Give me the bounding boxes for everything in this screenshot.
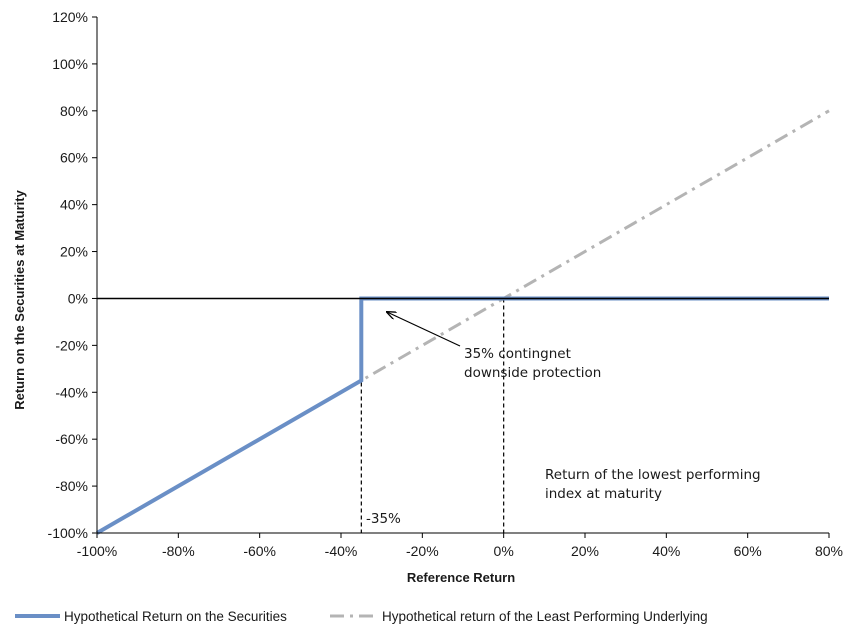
x-tick-label: 80% xyxy=(815,543,843,559)
annotation-protection-line-1: 35% contingnet xyxy=(464,346,571,362)
x-tick-label: 0% xyxy=(494,543,514,559)
annotation-lowest-line-2: index at maturity xyxy=(545,486,662,502)
y-tick-label: 40% xyxy=(60,197,88,213)
legend-label-securities: Hypothetical Return on the Securities xyxy=(64,609,287,624)
y-tick-label: -20% xyxy=(55,337,88,353)
y-tick-label: -100% xyxy=(48,525,88,541)
y-axis-title: Return on the Securities at Maturity xyxy=(12,189,27,409)
y-tick-label: 0% xyxy=(68,290,88,306)
x-tick-label: 60% xyxy=(734,543,762,559)
x-tick-label: 40% xyxy=(652,543,680,559)
x-tick-label: -20% xyxy=(406,543,439,559)
x-tick-label: -40% xyxy=(325,543,358,559)
y-tick-label: 20% xyxy=(60,244,88,260)
x-tick-label: -100% xyxy=(77,543,117,559)
series-line-0 xyxy=(97,299,829,534)
y-tick-label: 120% xyxy=(52,9,88,25)
y-tick-label: 80% xyxy=(60,103,88,119)
legend: Hypothetical Return on the Securities Hy… xyxy=(15,609,708,624)
x-tick-label: -60% xyxy=(243,543,276,559)
x-axis-title: Reference Return xyxy=(407,570,515,585)
annotation-lowest-performing: Return of the lowest performing index at… xyxy=(545,467,761,502)
annotation-lowest-line-1: Return of the lowest performing xyxy=(545,467,761,483)
y-tick-label: 60% xyxy=(60,150,88,166)
x-tick-label: 20% xyxy=(571,543,599,559)
annotation-barrier-label: -35% xyxy=(366,511,401,527)
x-tick-label: -80% xyxy=(162,543,195,559)
legend-label-underlying: Hypothetical return of the Least Perform… xyxy=(382,609,708,624)
y-tick-label: -40% xyxy=(55,384,88,400)
annotation-protection: 35% contingnet downside protection xyxy=(387,312,601,381)
y-tick-label: 100% xyxy=(52,56,88,72)
y-tick-label: -80% xyxy=(55,478,88,494)
y-tick-label: -60% xyxy=(55,431,88,447)
axes xyxy=(92,17,829,538)
annotation-protection-line-2: downside protection xyxy=(464,365,601,381)
